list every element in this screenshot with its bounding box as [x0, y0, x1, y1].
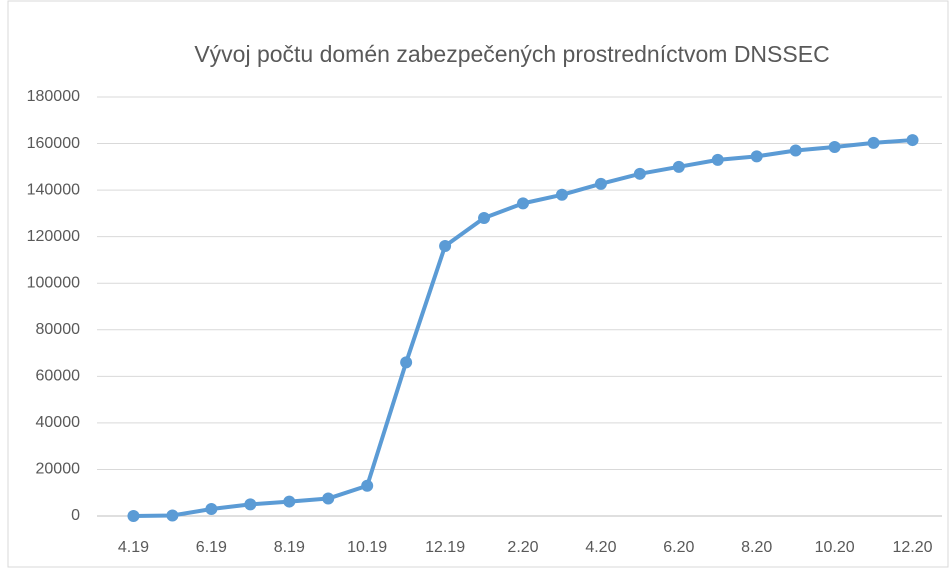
marker: [906, 134, 919, 147]
x-tick-label: 6.20: [663, 539, 694, 556]
y-tick-label: 60000: [36, 368, 81, 385]
marker: [789, 144, 802, 157]
marker: [205, 503, 218, 516]
marker: [711, 153, 724, 166]
x-tick-label: 8.20: [741, 539, 772, 556]
marker: [555, 188, 568, 201]
y-tick-label: 180000: [27, 88, 80, 105]
marker: [594, 177, 607, 190]
marker: [478, 212, 491, 225]
y-tick-label: 120000: [27, 228, 80, 245]
marker: [283, 495, 296, 508]
marker: [244, 498, 257, 511]
marker: [828, 141, 841, 154]
y-tick-label: 20000: [36, 461, 81, 478]
x-tick-label: 8.19: [274, 539, 305, 556]
x-tick-label: 10.19: [347, 539, 387, 556]
marker: [322, 492, 335, 505]
x-tick-label: 12.20: [893, 539, 933, 556]
x-tick-label: 2.20: [507, 539, 538, 556]
marker: [439, 239, 452, 252]
x-tick-label: 10.20: [815, 539, 855, 556]
marker: [517, 197, 529, 210]
y-tick-label: 100000: [27, 274, 80, 291]
x-tick-label: 6.19: [196, 539, 227, 556]
marker: [672, 160, 685, 173]
marker: [127, 510, 140, 522]
y-tick-label: 0: [71, 507, 80, 524]
marker: [867, 136, 880, 149]
marker: [166, 509, 179, 522]
marker: [633, 167, 646, 180]
marker: [361, 479, 374, 492]
x-tick-label: 12.19: [425, 539, 465, 556]
y-tick-label: 160000: [27, 135, 80, 152]
y-tick-label: 40000: [36, 414, 81, 431]
y-tick-label: 80000: [36, 321, 81, 338]
chart-frame: [7, 0, 949, 568]
x-tick-label: 4.19: [118, 539, 149, 556]
chart-title: Vývoj počtu domén zabezpečených prostred…: [194, 41, 829, 67]
x-tick-label: 4.20: [585, 539, 616, 556]
marker: [750, 150, 763, 163]
marker: [400, 356, 413, 369]
y-tick-label: 140000: [27, 181, 80, 198]
